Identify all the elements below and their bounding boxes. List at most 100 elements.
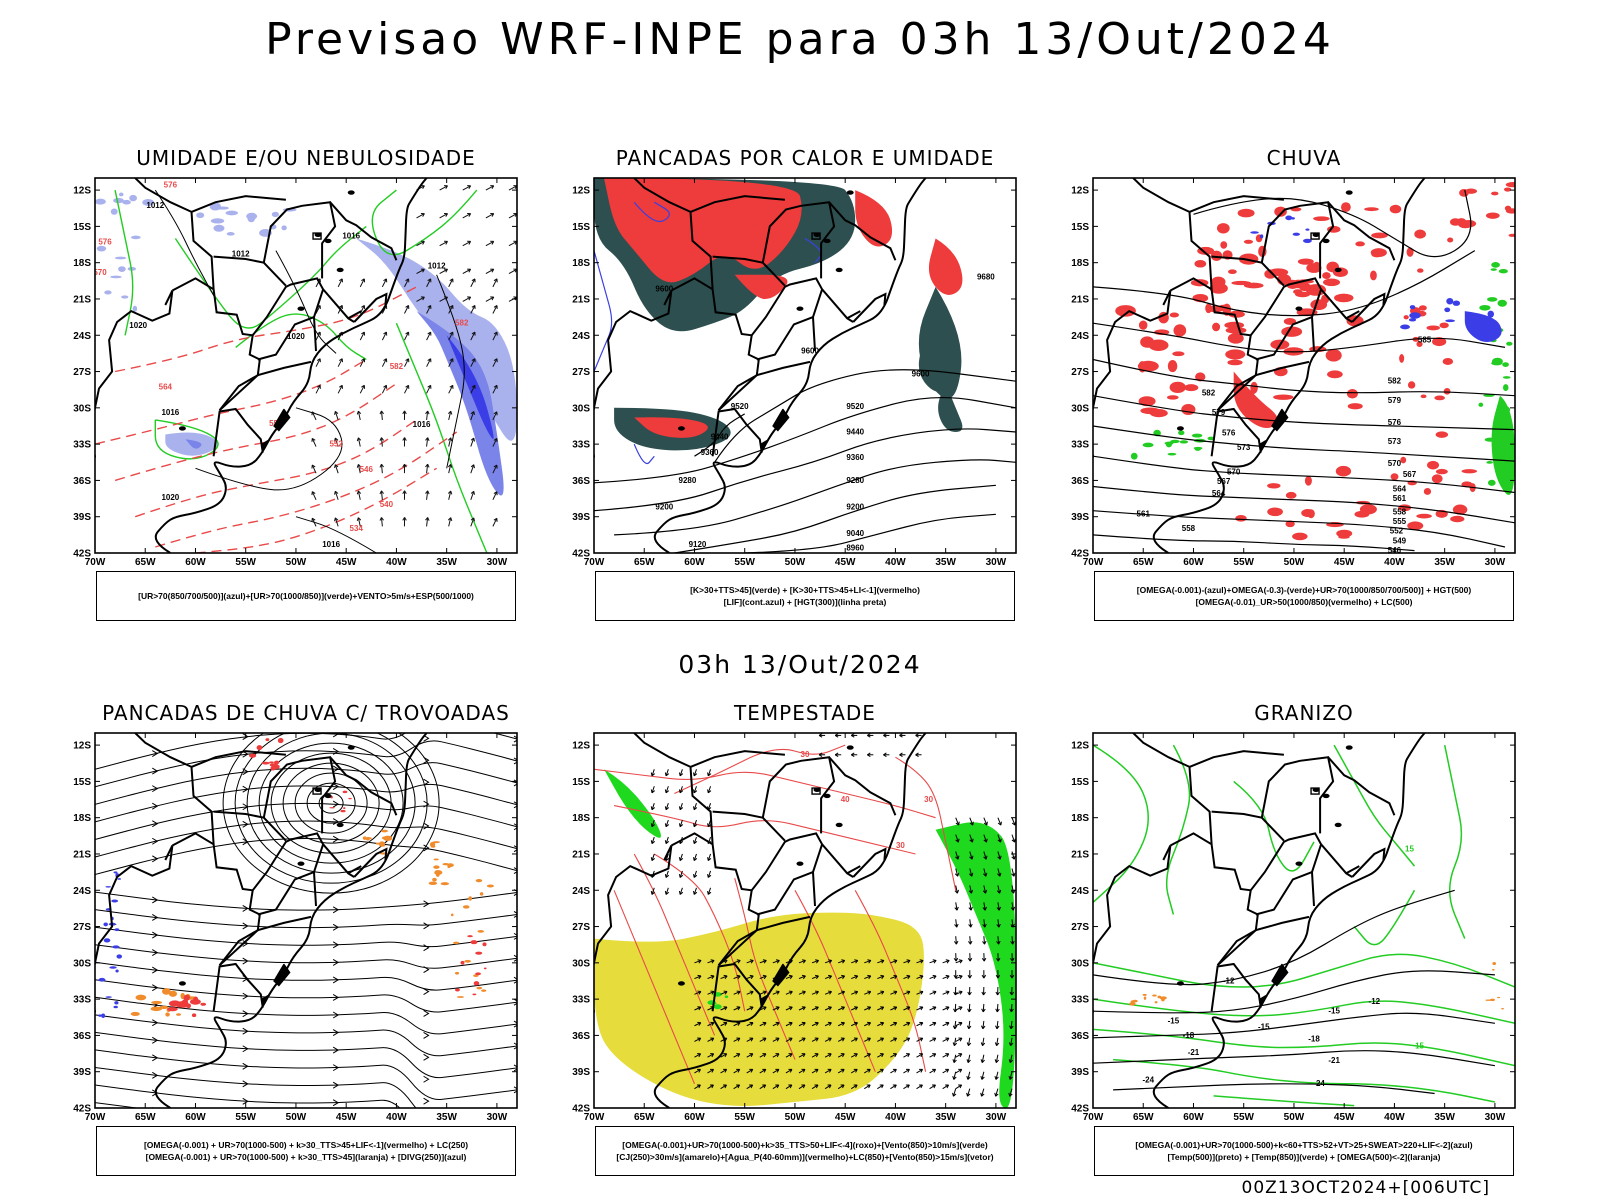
map-tempestade: 40 30 30 30 12S 15S 18S 21S 24S 27S 30S 33S 36S 39S 42… [572,732,1017,1123]
legend-line: [UR>70(850/700/500)](azul)+[UR>70(1000/8… [138,591,474,601]
lon-tick-label: 40W [1384,1112,1405,1123]
lon-tick-label: 40W [386,557,407,568]
legend-line: [OMEGA(-0.001)+UR>70(1000-500)+k<60+TTS>… [1135,1140,1473,1150]
lat-tick-label: 30S [73,958,91,969]
lat-tick-label: 12S [572,741,590,752]
map-frame [94,732,518,1109]
lat-tick-label: 42S [572,549,590,560]
footer-timestamp: 00Z13OCT2024+[006UTC] [1241,1178,1490,1198]
lat-tick-label: 24S [572,331,590,342]
legend-line: [LIF](cont.azul) + [HGT(300)](linha pret… [723,597,887,607]
lon-tick-label: 45W [336,557,357,568]
map-frame [1092,732,1516,1109]
lat-tick-label: 39S [73,1067,91,1078]
legend-line: [OMEGA(-0.001)-(azul)+OMEGA(-0.3)-(verde… [1136,585,1472,595]
lon-tick-label: 70W [85,557,106,568]
lat-tick-label: 36S [73,476,91,487]
contour-label: 1012 [232,250,250,259]
lat-tick-label: 15S [1071,777,1089,788]
contour-label: 9520 [846,402,864,411]
panel-title-umidade: UMIDADE E/OU NEBULOSIDADE [136,146,476,170]
panel-title-chuva: CHUVA [1266,146,1342,170]
contour-label: 567 [1217,477,1231,486]
lat-tick-label: 42S [1071,549,1089,560]
lat-tick-label: 18S [572,258,590,269]
contour-label: 9120 [689,540,707,549]
contour-label: -18 [1308,1034,1320,1043]
contour-label: 9360 [846,453,864,462]
lat-tick-label: 27S [572,922,590,933]
legend-pancadas-calor: [K>30+TTS>45](verde) + [K>30+TTS>45+LI<-… [595,571,1015,621]
contour-label: 582 [1388,377,1402,386]
lat-tick-label: 27S [1071,367,1089,378]
contour-label: 9440 [711,432,729,441]
lon-tick-label: 55W [734,557,755,568]
lat-tick-label: 36S [73,1031,91,1042]
contour-label: 9520 [731,402,749,411]
contour-label: 570 [1227,467,1241,476]
lat-tick-label: 12S [73,186,91,197]
lat-tick-label: 30S [1071,958,1089,969]
lon-tick-label: 55W [734,1112,755,1123]
contour-label: -15 [1328,1007,1340,1016]
legend-umidade: [UR>70(850/700/500)](azul)+[UR>70(1000/8… [96,571,516,621]
lon-tick-label: 55W [235,1112,256,1123]
lon-tick-label: 60W [684,557,705,568]
lat-tick-label: 24S [73,331,91,342]
contour-label: 40 [841,795,850,804]
contour-label: 1012 [146,201,164,210]
lat-tick-label: 42S [73,549,91,560]
lat-tick-label: 30S [572,403,590,414]
contour-label: 1016 [322,540,340,549]
contour-label: 555 [1393,517,1407,526]
contour-label: 582 [390,362,404,371]
lat-tick-label: 15S [572,777,590,788]
lon-tick-label: 45W [1334,1112,1355,1123]
legend-line: [CJ(250)>30m/s](amarelo)+[Agua_P(40-60mm… [616,1152,994,1162]
lat-tick-label: 18S [1071,813,1089,824]
lon-tick-label: 70W [1083,1112,1104,1123]
contour-label: 30 [924,795,933,804]
contour-label: -18 [1183,1031,1195,1040]
lon-tick-label: 45W [835,1112,856,1123]
lat-tick-label: 27S [73,922,91,933]
contour-label: 564 [1393,484,1407,493]
contour-label: 9600 [655,285,673,294]
lat-tick-label: 39S [73,512,91,523]
contour-label: 540 [380,500,394,509]
contour-label: -24 [1142,1076,1154,1085]
contour-label: 1020 [161,493,179,502]
lon-tick-label: 35W [436,1112,457,1123]
legend-line: [Temp(500)](preto) + [Temp(850)](verde) … [1167,1152,1441,1162]
lat-tick-label: 33S [73,995,91,1006]
lat-tick-label: 42S [73,1104,91,1115]
lon-tick-label: 45W [835,557,856,568]
panel-title-pancadas-calor: PANCADAS POR CALOR E UMIDADE [615,146,995,170]
contour-label: 1012 [428,262,446,271]
lon-tick-label: 35W [436,557,457,568]
lon-tick-label: 50W [785,557,806,568]
lat-tick-label: 33S [73,440,91,451]
contour-label: 582 [455,319,469,328]
legend-line: [OMEGA(-0.001) + UR>70(1000-500) + k>30_… [143,1140,469,1150]
panel-title-granizo: GRANIZO [1254,701,1354,725]
lon-tick-label: 30W [1485,1112,1506,1123]
lon-tick-label: 40W [885,557,906,568]
lat-tick-label: 27S [1071,922,1089,933]
lat-tick-label: 27S [572,367,590,378]
lat-tick-label: 39S [572,1067,590,1078]
legend-chuva: [OMEGA(-0.001)-(azul)+OMEGA(-0.3)-(verde… [1094,571,1514,621]
lon-tick-label: 55W [1233,557,1254,568]
contour-label: 9200 [655,502,673,511]
map-frame [94,177,518,554]
lon-tick-label: 35W [1434,1112,1455,1123]
lon-tick-label: 60W [1183,1112,1204,1123]
contour-label: 552 [1390,527,1404,536]
lat-tick-label: 18S [572,813,590,824]
contour-label: 15 [1415,1042,1424,1051]
lon-tick-label: 30W [986,557,1007,568]
lon-tick-label: 50W [785,1112,806,1123]
lat-tick-label: 21S [572,849,590,860]
lon-tick-label: 55W [1233,1112,1254,1123]
contour-label: 570 [93,268,107,277]
